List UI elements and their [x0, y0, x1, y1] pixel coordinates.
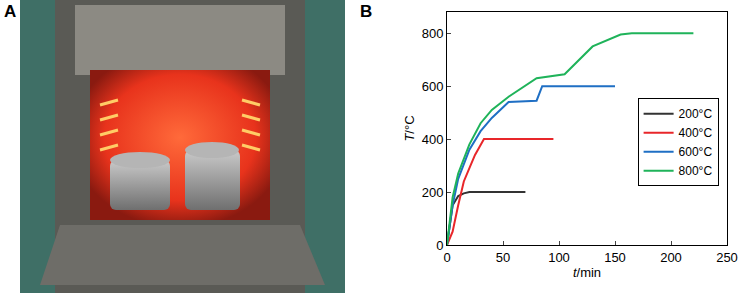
svg-text:T/°C: T/°C	[402, 115, 417, 141]
svg-text:50: 50	[496, 250, 510, 265]
svg-text:800: 800	[422, 26, 444, 41]
svg-text:150: 150	[604, 250, 626, 265]
svg-text:600: 600	[422, 79, 444, 94]
svg-text:200: 200	[422, 185, 444, 200]
svg-text:600°C: 600°C	[679, 145, 713, 159]
svg-text:200°C: 200°C	[679, 107, 713, 121]
html-text:A: A	[4, 2, 17, 21]
svg-text:t/min: t/min	[573, 265, 601, 280]
svg-text:400: 400	[422, 132, 444, 147]
html-text:B: B	[360, 2, 373, 21]
svg-text:400°C: 400°C	[679, 126, 713, 140]
svg-text:0: 0	[436, 238, 443, 253]
svg-text:100: 100	[548, 250, 570, 265]
svg-text:800°C: 800°C	[679, 164, 713, 178]
svg-text:0: 0	[443, 250, 450, 265]
svg-text:250: 250	[716, 250, 738, 265]
svg-text:200: 200	[660, 250, 682, 265]
